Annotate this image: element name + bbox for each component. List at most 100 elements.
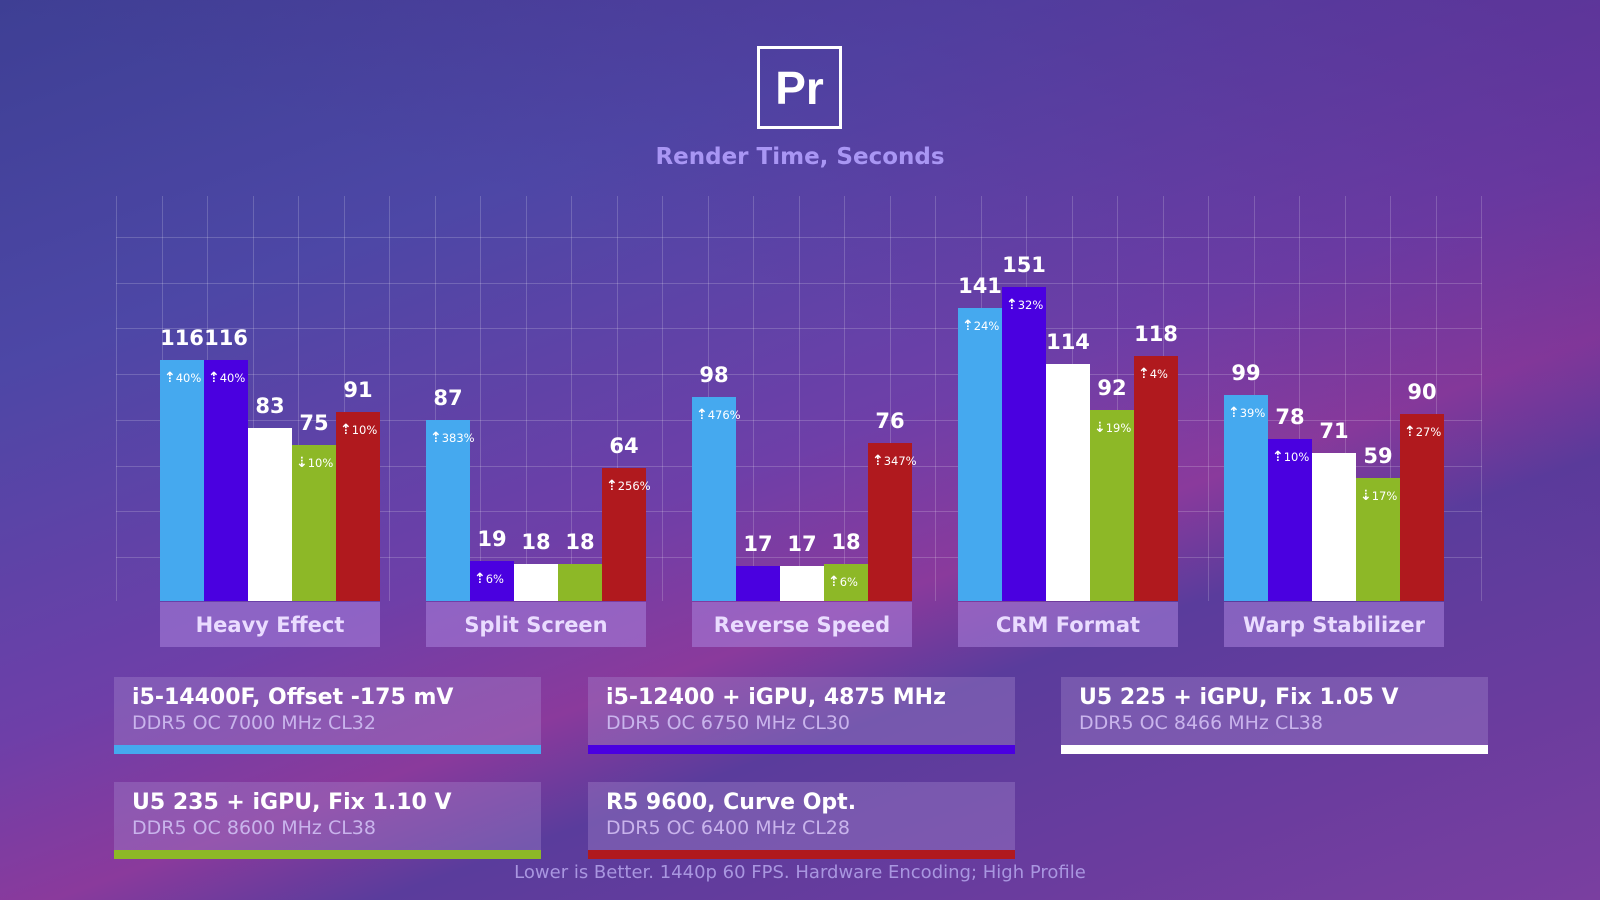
data-label: 71 [1319,419,1349,444]
grid-line-vertical [844,196,845,601]
bar [336,411,380,601]
bar [1400,413,1444,601]
bar [1090,409,1134,601]
bar [514,563,558,601]
grid-line-vertical [1344,196,1346,601]
bar [160,359,204,601]
data-label: 18 [521,529,551,554]
delta-label: ⇡383% [430,430,475,446]
data-label: 114 [1046,329,1090,354]
delta-label: ⇡32% [1006,297,1043,313]
legend-cpu: U5 235 + iGPU, Fix 1.10 V [132,790,452,815]
bar [780,565,824,601]
delta-value: 27% [1415,424,1442,439]
arrow-up-icon: ⇡ [164,369,176,386]
delta-label: ⇡6% [474,571,504,587]
delta-value: 40% [219,370,246,385]
grid-line-vertical [480,196,481,601]
legend-cpu: i5-14400F, Offset -175 mV [132,685,454,710]
bar [868,442,912,601]
legend-memory: DDR5 OC 8600 MHz CL38 [132,817,376,839]
delta-label: ⇡6% [828,574,858,590]
grid-line-vertical [389,196,390,601]
delta-value: 32% [1017,297,1044,312]
data-label: 151 [1002,252,1046,277]
premiere-pro-logo: Pr [757,46,842,129]
delta-label: ⇣19% [1094,420,1131,436]
grid-line-horizontal [116,465,1482,467]
category-label: Split Screen [426,602,646,647]
delta-value: 40% [175,370,202,385]
grid-line-horizontal [116,556,1482,558]
grid-line-vertical [1481,196,1482,601]
delta-value: 10% [1283,449,1310,464]
grid-line-horizontal [116,511,1482,513]
grid-line-vertical [116,196,117,601]
data-label: 78 [1275,404,1305,429]
bar [558,563,602,601]
data-label: 18 [565,529,595,554]
delta-value: 10% [307,456,334,470]
grid-line-vertical [1299,196,1300,601]
bar [602,467,646,601]
data-label: 141 [958,273,1002,298]
delta-label: ⇡40% [164,370,201,386]
arrow-up-icon: ⇡ [828,573,840,590]
grid-line-vertical [434,196,436,601]
data-label: 76 [875,408,905,433]
delta-label: ⇡256% [606,478,651,494]
grid-line-vertical [1117,196,1118,601]
arrow-down-icon: ⇣ [296,455,308,471]
delta-value: 6% [485,572,504,587]
grid-line-vertical [1208,196,1209,601]
delta-label: ⇡347% [872,453,917,469]
grid-line-vertical [1390,196,1391,601]
legend-memory: DDR5 OC 6400 MHz CL28 [606,817,850,839]
delta-label: ⇡24% [962,318,999,334]
data-label: 90 [1407,379,1437,404]
legend-cpu: U5 225 + iGPU, Fix 1.05 V [1079,685,1399,710]
arrow-down-icon: ⇣ [1094,419,1106,436]
data-label: 116 [204,325,248,350]
grid-line-vertical [889,196,891,601]
delta-label: ⇡40% [208,370,245,386]
delta-value: 347% [883,453,917,468]
data-label: 118 [1134,321,1178,346]
legend-memory: DDR5 OC 6750 MHz CL30 [606,712,850,734]
bar [1224,395,1268,601]
data-label: 91 [343,377,373,402]
bar [204,359,248,601]
arrow-up-icon: ⇡ [430,430,442,447]
arrow-down-icon: ⇣ [1360,488,1372,505]
delta-label: ⇡27% [1404,424,1441,440]
grid-line-horizontal [116,374,1482,376]
data-label: 59 [1363,444,1393,469]
grid-line-vertical [252,196,254,601]
legend-swatch [588,745,1015,754]
grid-line-vertical [1435,196,1437,601]
grid-line-vertical [662,196,663,601]
legend-cpu: R5 9600, Curve Opt. [606,790,857,815]
arrow-up-icon: ⇡ [606,477,618,494]
data-label: 98 [699,363,729,388]
data-label: 18 [831,529,861,554]
arrow-up-icon: ⇡ [1006,296,1018,313]
chart-title: Render Time, Seconds [655,144,945,170]
chart-footnote: Lower is Better. 1440p 60 FPS. Hardware … [514,862,1086,883]
arrow-up-icon: ⇡ [696,407,708,424]
grid-line-vertical [525,196,527,601]
arrow-up-icon: ⇡ [962,317,974,334]
bar [1312,453,1356,601]
data-label: 17 [787,531,817,556]
grid-line-horizontal [116,237,1482,238]
delta-label: ⇡10% [340,422,377,438]
grid-line-horizontal [116,328,1482,330]
delta-label: ⇡39% [1228,405,1265,421]
delta-label: ⇡4% [1138,366,1168,382]
bar [470,561,514,601]
bar [736,565,780,601]
arrow-up-icon: ⇡ [474,571,486,588]
legend-swatch [114,850,541,859]
arrow-up-icon: ⇡ [1404,423,1416,440]
bar [292,445,336,601]
